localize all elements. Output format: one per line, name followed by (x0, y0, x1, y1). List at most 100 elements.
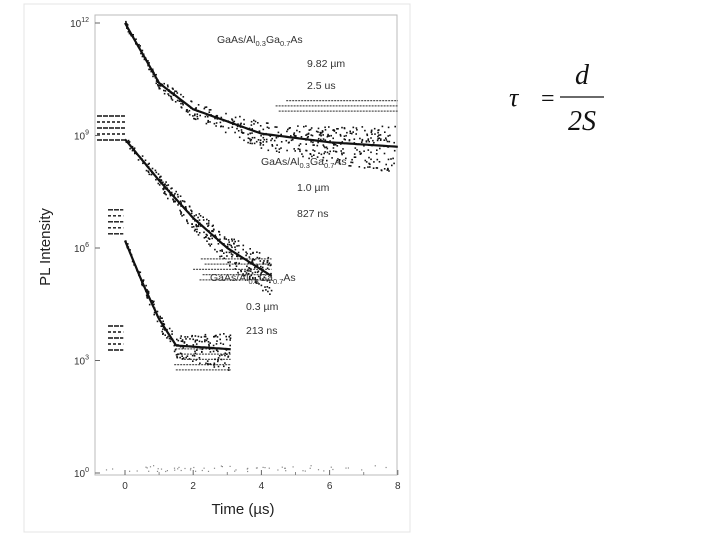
data-point (234, 131, 236, 134)
data-point (180, 102, 182, 105)
data-point (373, 127, 376, 130)
data-point (258, 257, 261, 259)
annotation-thickness-series-0: 9.82 µm (307, 58, 345, 70)
data-point (182, 103, 184, 106)
y-axis-title: PL Intensity (37, 208, 54, 286)
data-point (162, 181, 164, 184)
data-point (220, 358, 223, 361)
data-point (207, 222, 210, 224)
data-point (180, 353, 183, 355)
data-point (308, 129, 311, 131)
data-point (164, 192, 166, 195)
data-point (208, 343, 210, 346)
data-point (169, 340, 172, 343)
baseline-speck (178, 466, 180, 468)
data-point (320, 153, 323, 156)
data-point (223, 252, 225, 254)
data-point (180, 202, 182, 204)
data-point (364, 159, 367, 162)
data-point (215, 343, 218, 345)
data-point (265, 138, 268, 141)
baseline-speck (129, 470, 131, 472)
data-point (237, 251, 240, 254)
data-point (338, 162, 341, 165)
data-point (203, 237, 206, 239)
data-point (393, 141, 395, 144)
baseline-speck (201, 469, 203, 472)
data-point (358, 166, 361, 168)
data-point (215, 122, 218, 124)
data-point (145, 169, 148, 172)
data-point (267, 290, 269, 293)
data-point (393, 162, 395, 165)
data-point (186, 344, 188, 346)
data-point (186, 220, 188, 223)
data-point (383, 152, 386, 155)
data-point (243, 118, 245, 121)
data-point (260, 272, 262, 275)
data-point (250, 274, 252, 277)
data-point (212, 344, 215, 347)
x-axis-title: Time (µs) (211, 501, 274, 518)
data-point (379, 134, 382, 136)
data-point (159, 176, 161, 179)
baseline-speck (157, 468, 159, 470)
baseline-speck (220, 465, 222, 467)
data-point (223, 236, 226, 238)
data-point (205, 122, 208, 125)
data-point (255, 140, 258, 143)
data-point (196, 349, 198, 351)
data-point (232, 121, 234, 123)
data-point (219, 342, 222, 345)
data-point (214, 234, 217, 237)
data-point (251, 261, 253, 263)
data-point (266, 280, 269, 282)
data-point (227, 127, 230, 129)
data-point (370, 129, 373, 132)
data-point (327, 133, 329, 136)
data-point (157, 84, 159, 86)
data-point (313, 150, 316, 152)
data-point (361, 138, 364, 141)
data-point (198, 340, 201, 343)
data-point (196, 339, 198, 341)
baseline-speck (189, 469, 192, 471)
data-point (194, 350, 196, 353)
data-point (181, 355, 183, 357)
data-point (187, 111, 189, 113)
data-point (367, 139, 369, 141)
data-point (237, 130, 240, 132)
baseline-speck (156, 470, 159, 472)
data-point (280, 133, 282, 136)
baseline-speck (166, 470, 168, 472)
data-point (307, 135, 309, 138)
baseline-speck (207, 470, 210, 472)
data-point (333, 130, 336, 132)
data-point (265, 122, 268, 124)
data-point (324, 151, 326, 153)
data-point (164, 334, 166, 336)
data-point (317, 137, 320, 140)
data-point (262, 141, 264, 143)
annotation-label-series-1: GaAs/Al0.3Ga0.7As (261, 156, 347, 170)
data-point (328, 153, 331, 155)
data-point (180, 213, 182, 215)
data-point (223, 333, 225, 335)
data-point (353, 153, 356, 155)
data-point (195, 107, 197, 109)
data-point (205, 236, 207, 238)
data-point (224, 352, 227, 354)
data-point (146, 289, 148, 291)
data-point (225, 335, 227, 338)
data-point (266, 286, 269, 288)
data-point (129, 147, 131, 150)
baseline-speck (302, 470, 304, 472)
data-point (298, 131, 301, 133)
data-point (188, 358, 191, 360)
data-point (354, 156, 357, 158)
data-point (162, 328, 164, 331)
data-point (159, 315, 161, 318)
data-point (262, 261, 265, 264)
data-point (391, 164, 393, 167)
data-point (231, 246, 233, 249)
